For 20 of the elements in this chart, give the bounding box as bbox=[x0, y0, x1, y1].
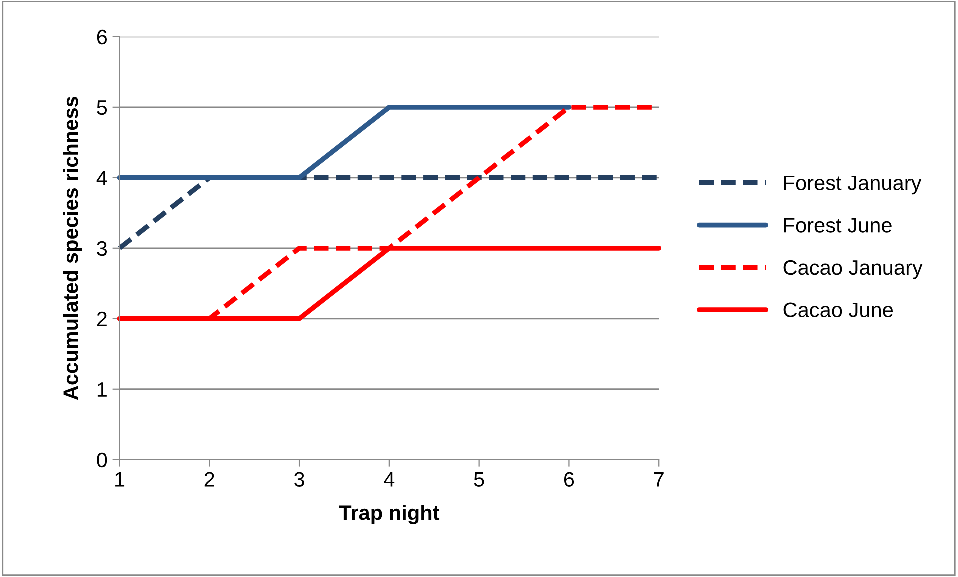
legend-label: Cacao June bbox=[784, 302, 894, 318]
y-tick-label: 5 bbox=[97, 100, 108, 116]
y-tick-label: 3 bbox=[97, 241, 108, 256]
y-tick-label: 4 bbox=[96, 171, 108, 186]
legend-label: Forest June bbox=[784, 218, 892, 233]
y-tick-label: 1 bbox=[98, 382, 107, 397]
x-tick-label: 3 bbox=[294, 472, 304, 487]
x-tick-label: 5 bbox=[474, 472, 484, 487]
x-tick-label: 6 bbox=[564, 472, 574, 487]
y-tick-label: 6 bbox=[97, 30, 108, 45]
legend-label: Forest January bbox=[784, 176, 922, 195]
y-tick-label: 0 bbox=[97, 452, 108, 468]
x-tick-label: 4 bbox=[384, 472, 395, 487]
y-tick-label: 2 bbox=[97, 312, 107, 326]
x-tick-label: 1 bbox=[116, 472, 125, 487]
legend-label: Cacao January bbox=[784, 260, 923, 280]
x-tick-label: 7 bbox=[654, 472, 664, 487]
x-tick-label: 2 bbox=[204, 472, 214, 487]
x-axis-title: Trap night bbox=[339, 504, 440, 524]
y-axis-title: Accumulated species richness bbox=[63, 96, 82, 400]
